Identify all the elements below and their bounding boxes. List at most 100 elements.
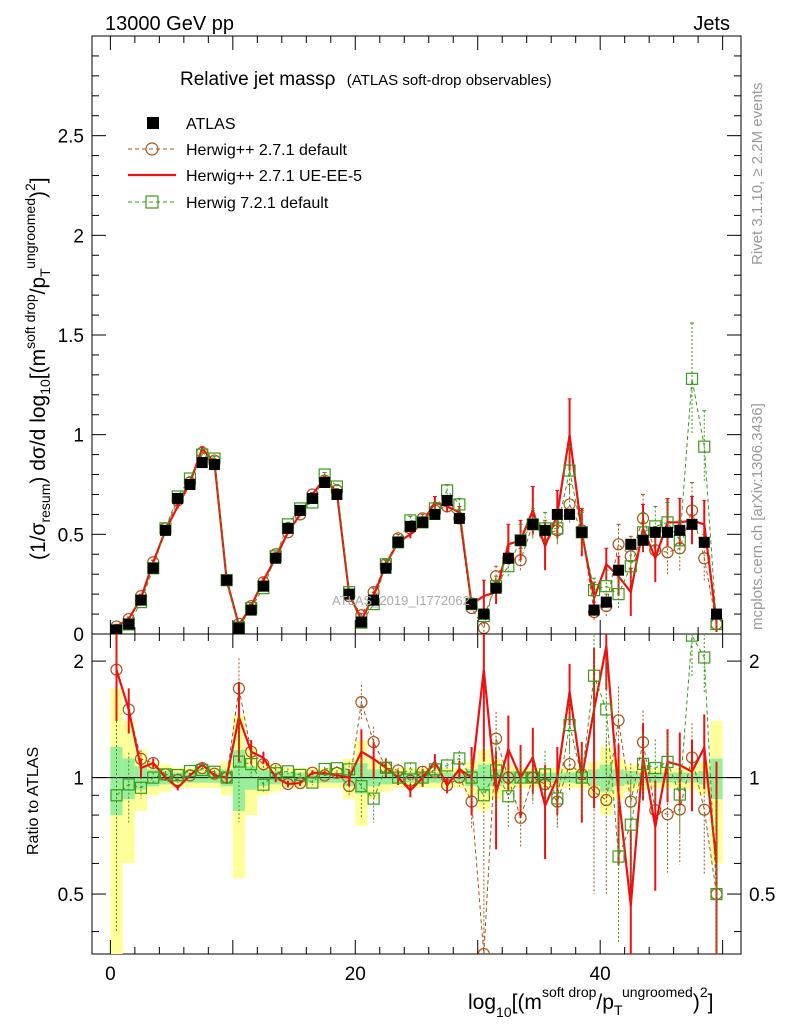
point-atlas	[233, 622, 245, 634]
ratio-point-h721	[257, 778, 270, 791]
legend-ue-label: Herwig++ 2.7.1 UE-EE-5	[186, 168, 362, 185]
ratio-point-h721	[636, 757, 650, 770]
ratio-line-h271	[116, 669, 717, 954]
ratio-point-h721	[355, 780, 368, 793]
ratio-point-h721	[526, 771, 539, 784]
point-atlas	[257, 580, 269, 592]
ratio-point-h721	[281, 765, 295, 778]
ratio-point-h721	[563, 718, 576, 732]
ratio-point-h721	[330, 762, 344, 775]
ratio-y-tick-label-right: 0.5	[749, 885, 775, 906]
ratio-line-h721	[116, 634, 717, 895]
ratio-point-h721	[379, 761, 392, 774]
ratio-point-h721	[673, 788, 686, 801]
point-h721	[453, 498, 466, 511]
ratio-band-inner	[477, 764, 490, 792]
ratio-point-h721	[220, 771, 233, 784]
ratio-point-h721	[441, 759, 454, 772]
ratio-point-h721	[710, 887, 723, 901]
point-atlas	[343, 588, 355, 600]
point-atlas	[221, 574, 233, 586]
ratio-line-ue	[115, 645, 718, 906]
ratio-point-h271	[563, 758, 576, 771]
point-atlas	[637, 534, 649, 546]
ratio-point-h721	[367, 792, 380, 805]
ratio-point-h721	[661, 755, 674, 768]
point-atlas	[588, 604, 600, 616]
ratio-point-h721	[392, 771, 405, 784]
ratio-point-h721	[269, 767, 282, 780]
point-atlas	[392, 536, 404, 548]
point-atlas	[417, 516, 429, 528]
ratio-point-h721	[147, 771, 160, 784]
ratio-frame	[91, 633, 742, 955]
series-line-h721	[116, 378, 717, 631]
point-atlas	[306, 492, 318, 504]
point-h721	[612, 588, 625, 601]
x-axes: 0 20 40	[105, 36, 724, 985]
ratio-point-h721	[245, 758, 258, 771]
point-atlas	[294, 504, 306, 516]
point-h721	[624, 560, 637, 573]
plot-title: Relative jet massρ (ATLAS soft-drop obse…	[180, 69, 552, 90]
ratio-band-inner	[600, 764, 613, 792]
top-ylabel: (1/σresum) dσ/d log10[(msoft drop/pTungr…	[22, 177, 53, 560]
point-atlas	[245, 604, 257, 616]
point-atlas	[282, 522, 294, 534]
ratio-point-h721	[416, 771, 429, 784]
point-atlas	[527, 518, 539, 530]
ratio-y-tick-label-right: 1	[749, 769, 760, 790]
y-tick-label: 2	[73, 226, 84, 247]
point-atlas	[466, 598, 478, 610]
point-h271	[698, 552, 711, 565]
point-h721	[563, 464, 576, 477]
point-atlas	[184, 479, 196, 490]
y-tick-label: 2.5	[58, 127, 84, 148]
point-atlas	[172, 492, 184, 504]
y-tick-label: 0	[73, 625, 84, 646]
legend-h271-marker	[145, 142, 159, 156]
point-h721	[685, 372, 699, 385]
ratio-point-h271	[147, 756, 160, 770]
point-atlas	[698, 536, 710, 548]
point-h721	[698, 440, 711, 453]
ratio-point-h721	[477, 789, 490, 802]
point-atlas	[380, 562, 392, 574]
point-atlas	[674, 524, 686, 536]
ratio-point-h271	[355, 696, 368, 709]
ratio-point-h721	[343, 763, 356, 776]
ratio-point-h721	[649, 761, 662, 775]
ratio-point-h721	[232, 755, 246, 768]
ratio-y-tick-label: 1	[73, 769, 84, 790]
legend: ATLAS Herwig++ 2.7.1 default Herwig++ 2.…	[128, 116, 362, 212]
ratio-point-h721	[110, 789, 123, 802]
x-tick-label: 0	[105, 964, 116, 985]
point-atlas	[686, 518, 698, 530]
ratio-point-h721	[404, 762, 417, 775]
ratio-point-h721	[575, 771, 588, 784]
point-atlas	[564, 508, 576, 520]
legend-h721-label: Herwig 7.2.1 default	[186, 195, 329, 212]
point-atlas	[576, 526, 588, 538]
ratio-ylabel: Ratio to ATLAS	[25, 747, 42, 855]
point-h721	[551, 522, 564, 535]
ratio-point-h721	[183, 764, 197, 778]
point-atlas	[613, 564, 625, 576]
point-atlas	[404, 520, 416, 532]
ratio-point-h721	[294, 768, 307, 781]
point-atlas	[453, 512, 465, 524]
xlabel: log10[(msoft drop/pTungroomed)2]	[468, 984, 713, 1020]
ratio-point-h721	[318, 762, 331, 776]
point-atlas	[355, 616, 367, 628]
ratio-point-h721	[465, 771, 478, 784]
ratio-plot: 0.5 0.5 1 1 2 2	[58, 633, 775, 955]
ratio-point-h721	[587, 669, 601, 682]
point-atlas	[478, 608, 490, 620]
point-atlas	[123, 618, 135, 630]
legend-atlas-marker	[147, 117, 159, 129]
point-atlas	[319, 477, 331, 489]
ratio-point-h721	[134, 781, 148, 794]
ratio-point-h721	[624, 818, 637, 831]
ratio-band-inner	[355, 763, 368, 794]
